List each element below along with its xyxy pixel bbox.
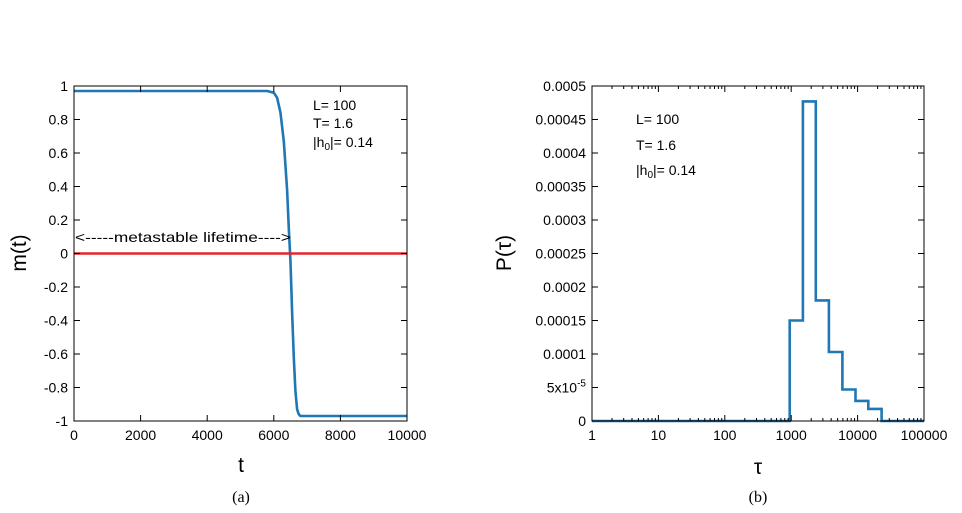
panel-b-histogram-bin [803,101,816,421]
panel-a-x-tick-label: 8000 [325,427,356,443]
panel-a: 0 2000 4000 6000 8000 10000 -1 -0.8 -0.6 -0.4 -0.… [8,78,427,506]
panel-a-y-tick-label: 0.4 [49,179,69,195]
panel-a-x-axis-label: t [238,454,244,477]
panel-b-x-tick-label: 100 [713,427,737,443]
panel-a-y-tick-label: -0.6 [44,346,68,362]
panel-a-x-tick-label: 10000 [388,427,427,443]
panel-b-x-ticks: 1 10 100 1000 10000 100000 [588,86,948,443]
panel-b-histogram-outline [592,100,924,423]
panel-b-annotation-h0-sub: 0 [647,170,653,181]
panel-a-x-tick-label: 2000 [125,427,156,443]
panel-b-annotation-h0: |h0|= 0.14 [636,162,696,181]
panel-a-y-tick-label: 0.8 [49,112,69,128]
panel-a-y-ticks: -1 -0.8 -0.6 -0.4 -0.2 0 0.2 0.4 0.6 0.8 1 [44,78,407,429]
panel-b-histogram-bin [842,390,855,421]
panel-b-y-tick-label: 0.00015 [535,313,586,329]
panel-a-annotation-h0-sub: 0 [324,142,330,153]
panel-a-x-tick-label: 4000 [192,427,223,443]
panel-b-x-axis-label: τ [754,456,763,479]
panel-b-caption: (b) [749,489,768,506]
panel-b-x-tick-label: 100000 [901,427,948,443]
panel-a-annotation-h0: |h0|= 0.14 [313,134,373,153]
panel-b-y-tick-label: 0.00025 [535,246,586,262]
panel-b-histogram-bin [790,321,803,422]
panel-a-annotation-h0-prefix: |h [313,134,324,150]
panel-b-y-tick-label: 0.0002 [543,279,586,295]
panel-b-y-tick-label: 0.0004 [543,145,586,161]
panel-a-y-tick-label: -0.2 [44,279,68,295]
panel-a-lifetime-annotation: <-----metastable lifetime----> [75,229,291,245]
panel-a-y-tick-label: -0.4 [44,313,68,329]
panel-b-y-tick-label: 0 [578,413,586,429]
panel-b-histogram-bin [816,300,829,421]
panel-a-y-tick-label: 1 [60,78,68,94]
panel-b-histogram-bin [868,409,881,421]
panel-b-y-axis-label: P(τ) [493,235,516,271]
panel-b-y-tick-label: 0.00045 [535,112,586,128]
panel-a-y-tick-label: 0 [60,246,68,262]
panel-a-x-tick-label: 0 [70,427,78,443]
panel-b-y-tick-label: 5x10-5 [547,379,587,396]
panel-a-magnetization-series [74,89,407,418]
panel-b-y-tick-label: 0.0005 [543,78,586,94]
panel-a-y-tick-label: -0.8 [44,380,68,396]
panel-a-x-tick-label: 6000 [258,427,289,443]
panel-a-y-axis-label: m(t) [8,234,31,271]
panel-b-y-ticks: 0 5x10-5 0.0001 0.00015 0.0002 0.00025 0.0003 0… [535,78,924,429]
panel-b-x-tick-label: 10000 [838,427,877,443]
panel-b-y-tick-label: 0.0003 [543,212,586,228]
panel-a-annotation-L: L= 100 [313,97,356,113]
panel-b-x-tick-label: 10 [651,427,667,443]
panel-a-y-tick-label: 0.2 [49,212,69,228]
panel-b-x-tick-label: 1 [588,427,596,443]
panel-a-x-ticks: 0 2000 4000 6000 8000 10000 [70,86,427,443]
panel-b-annotation-h0-prefix: |h [636,162,647,178]
panel-b-histogram-bin [829,352,842,421]
panel-b-annotation-h0-suffix: |= 0.14 [653,162,696,178]
panel-b-annotation-T: T= 1.6 [636,137,676,153]
panel-b-y-tick-label: 0.00035 [535,179,586,195]
panel-a-annotation-h0-suffix: |= 0.14 [330,134,373,150]
panel-a-y-tick-label: 0.6 [49,145,69,161]
panel-b-y-tick-exponent: -5 [577,379,586,390]
panel-a-annotation-T: T= 1.6 [313,115,353,131]
panel-b-y-tick-label: 0.0001 [543,346,586,362]
panel-a-caption: (a) [232,489,250,506]
panel-b-annotation-L: L= 100 [636,111,679,127]
panel-b: 1 10 100 1000 10000 100000 0 5x10-5 0.0001 0.000… [493,78,948,506]
panel-b-x-tick-label: 1000 [776,427,807,443]
panel-a-y-tick-label: -1 [56,413,69,429]
